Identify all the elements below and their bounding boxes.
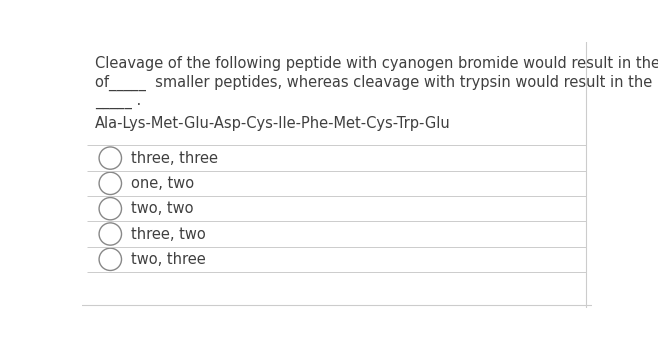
- Text: _____ .: _____ .: [95, 95, 141, 110]
- Text: of_____  smaller peptides, whereas cleavage with trypsin would result in the pro: of_____ smaller peptides, whereas cleava…: [95, 75, 658, 91]
- Text: two, two: two, two: [131, 201, 193, 216]
- Text: Ala-Lys-Met-Glu-Asp-Cys-Ile-Phe-Met-Cys-Trp-Glu: Ala-Lys-Met-Glu-Asp-Cys-Ile-Phe-Met-Cys-…: [95, 116, 451, 131]
- Text: three, two: three, two: [131, 227, 205, 242]
- Text: Cleavage of the following peptide with cyanogen bromide would result in the prod: Cleavage of the following peptide with c…: [95, 56, 658, 71]
- Text: two, three: two, three: [131, 252, 205, 267]
- Text: one, two: one, two: [131, 176, 194, 191]
- Text: three, three: three, three: [131, 151, 218, 166]
